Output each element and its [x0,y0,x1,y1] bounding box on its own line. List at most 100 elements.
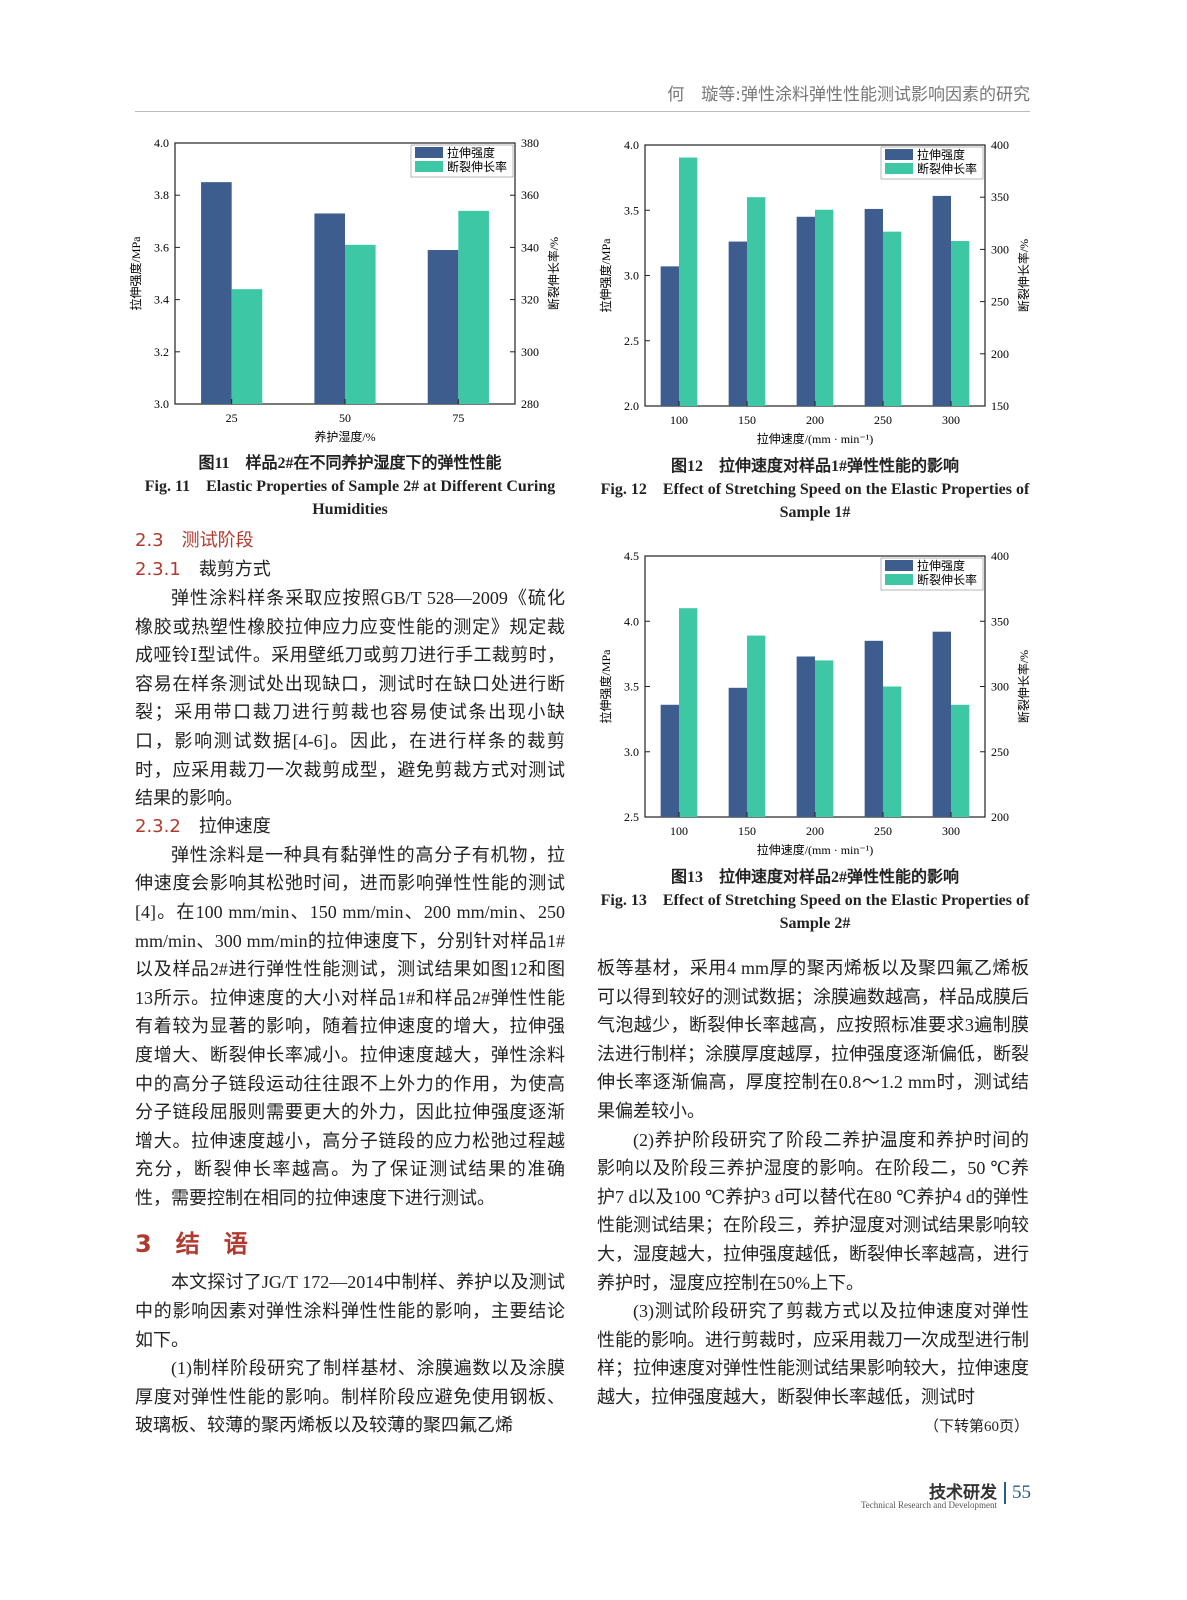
y-tick-label: 2.5 [624,810,639,824]
section-heading: 2.3 测试阶段 [135,530,254,551]
y-tick-label: 4.5 [624,549,639,563]
footer-section: 技术研发 [929,1483,997,1503]
y2-tick-label: 400 [991,549,1009,563]
legend-label: 断裂伸长率 [447,159,507,174]
y2-tick-label: 340 [521,240,539,254]
y2-tick-label: 320 [521,293,539,307]
x-tick-label: 150 [738,824,756,838]
y2-tick-label: 200 [991,810,1009,824]
y-tick-label: 3.5 [624,203,639,217]
paragraph: (3)测试阶段研究了剪裁方式以及拉伸速度对弹性性能的影响。进行剪裁时，应采用裁刀… [597,1301,1029,1407]
x-axis-title: 拉伸速度/(mm · min⁻¹) [757,431,874,446]
x-tick-label: 250 [874,413,892,427]
y2-tick-label: 350 [991,614,1009,628]
paragraph: 弹性涂料是一种具有黏弹性的高分子有机物，拉伸速度会影响其松弛时间，进而影响弹性性… [135,844,565,1208]
section-heading: 3 结 语 [135,1230,248,1259]
x-tick-label: 300 [942,413,960,427]
subsection-heading: 2.3.1 裁剪方式 [135,556,565,584]
x-axis-title: 养护湿度/% [314,429,375,444]
y2-tick-label: 250 [991,295,1009,309]
bar [883,231,902,406]
bar [883,686,902,817]
legend-label: 拉伸强度 [447,145,495,160]
legend-swatch [885,149,913,160]
y2-tick-label: 300 [521,345,539,359]
x-tick-label: 300 [942,824,960,838]
bar [345,244,376,404]
legend-label: 断裂伸长率 [917,161,977,176]
x-axis-title: 拉伸速度/(mm · min⁻¹) [757,842,874,857]
caption-en: Fig. 11 Elastic Properties of Sample 2# … [144,478,556,518]
left-column: 2.3 测试阶段 2.3.1 裁剪方式 弹性涂料样条采取应按照GB/T 528—… [135,526,565,1440]
y-tick-label: 3.8 [154,188,169,202]
caption-cn: 图11 样品2#在不同养护湿度下的弹性性能 [198,455,502,472]
y-tick-label: 3.0 [154,397,169,411]
bar [951,241,970,406]
y2-tick-label: 360 [521,188,539,202]
y2-tick-label: 200 [991,347,1009,361]
caption-cn: 图12 拉伸速度对样品1#弹性性能的影响 [670,458,959,475]
x-tick-label: 25 [226,411,238,425]
bar [864,208,883,406]
x-tick-label: 100 [670,413,688,427]
legend-swatch [415,147,443,158]
y-axis-title: 拉伸强度/MPa [598,238,613,313]
bar [427,250,459,404]
footer-section-en: Technical Research and Development [860,1500,997,1510]
y-tick-label: 3.6 [154,240,169,254]
y-tick-label: 3.0 [624,269,639,283]
y2-axis-title: 断裂伸长率/% [1016,650,1031,723]
right-column: 板等基材，采用4 mm厚的聚丙烯板以及聚四氟乙烯板可以得到较好的测试数据；涂膜遍… [597,954,1029,1412]
x-tick-label: 75 [452,411,464,425]
bar [679,608,698,817]
bar [747,197,766,406]
y-tick-label: 3.5 [624,680,639,694]
y2-axis-title: 断裂伸长率/% [1016,239,1031,312]
figure-caption: 图13 拉伸速度对样品2#弹性性能的影响 Fig. 13 Effect of S… [600,866,1030,935]
y-tick-label: 4.0 [624,138,639,152]
y-tick-label: 2.5 [624,334,639,348]
x-tick-label: 100 [670,824,688,838]
legend-swatch [415,161,443,172]
bar [815,660,834,817]
y-tick-label: 4.0 [154,136,169,150]
heading-number: 2.3.1 [135,559,181,580]
bar [796,216,815,406]
caption-en: Fig. 13 Effect of Stretching Speed on th… [600,892,1030,932]
y-tick-label: 3.4 [154,293,169,307]
legend-swatch [885,574,913,585]
x-tick-label: 200 [806,413,824,427]
x-tick-label: 250 [874,824,892,838]
bar [679,157,698,406]
paragraph: (1)制样阶段研究了制样基材、涂膜遍数以及涂膜厚度对弹性性能的影响。制样阶段应避… [135,1358,565,1436]
chart: 2.0 2.5 3.0 3.5 4.0 150 200 250 300 350 400 拉伸强度/MP… [598,138,1031,446]
heading-title: 拉伸速度 [198,815,271,837]
chart: 2.5 3.0 3.5 4.0 4.5 200 250 300 350 400 拉伸强度/MPa 断裂… [598,549,1031,857]
y2-tick-label: 300 [991,242,1009,256]
bar [747,635,766,817]
paragraph: (2)养护阶段研究了阶段二养护温度和养护时间的影响以及阶段三养护湿度的影响。在阶… [597,1129,1029,1293]
bar [231,289,263,404]
bar [201,182,232,404]
bar [951,704,970,817]
bar [864,640,883,817]
x-tick-label: 200 [806,824,824,838]
y-axis-title: 拉伸强度/MPa [598,649,613,724]
figure-caption: 图12 拉伸速度对样品1#弹性性能的影响 Fig. 12 Effect of S… [600,455,1030,524]
y2-tick-label: 380 [521,136,539,150]
caption-en: Fig. 12 Effect of Stretching Speed on th… [600,481,1030,521]
y-tick-label: 3.0 [624,745,639,759]
legend-swatch [885,560,913,571]
y2-axis-title: 断裂伸长率/% [546,237,561,310]
legend-label: 拉伸强度 [917,147,965,162]
chart: 3.0 3.2 3.4 3.6 3.8 4.0 280 300 320 340 360 380 拉伸强度… [128,136,561,444]
bar [458,210,489,404]
legend-swatch [885,163,913,174]
caption-cn: 图13 拉伸速度对样品2#弹性性能的影响 [670,869,959,886]
y2-tick-label: 400 [991,138,1009,152]
paragraph: 弹性涂料样条采取应按照GB/T 528—2009《硫化橡胶或热塑性橡胶拉伸应力应… [135,588,565,809]
figure-caption: 图11 样品2#在不同养护湿度下的弹性性能 Fig. 11 Elastic Pr… [135,452,565,521]
paragraph: 本文探讨了JG/T 172—2014中制样、养护以及测试中的影响因素对弹性涂料弹… [135,1272,565,1350]
running-header: 何 璇等:弹性涂料弹性性能测试影响因素的研究 [135,80,1030,112]
